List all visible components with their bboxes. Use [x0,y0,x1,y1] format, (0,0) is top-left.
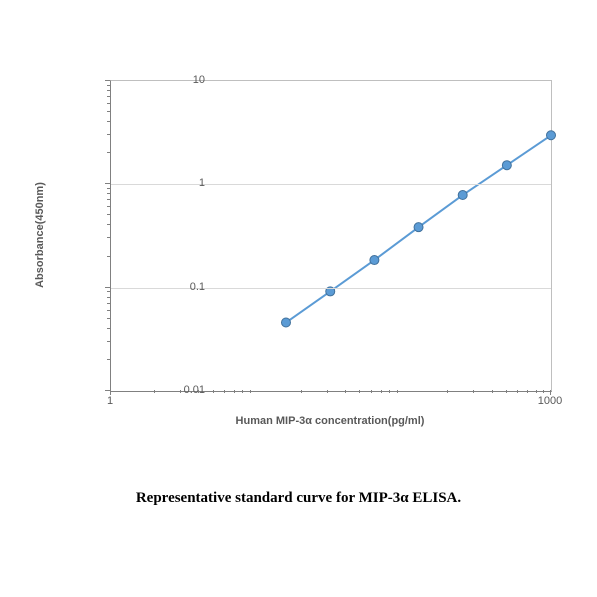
y-tick-label: 0.1 [110,281,205,293]
y-minor-tick [107,121,110,122]
y-minor-tick [107,103,110,104]
data-marker [414,223,423,232]
x-minor-tick [327,390,328,393]
y-minor-tick [107,291,110,292]
x-minor-tick [359,390,360,393]
x-minor-tick [527,390,528,393]
x-minor-tick [517,390,518,393]
x-minor-tick [473,390,474,393]
y-tick-mark [105,183,110,184]
y-minor-tick [107,297,110,298]
x-minor-tick [224,390,225,393]
x-minor-tick [180,390,181,393]
x-minor-tick [447,390,448,393]
y-minor-tick [107,224,110,225]
x-minor-tick [492,390,493,393]
y-minor-tick [107,199,110,200]
y-minor-tick [107,328,110,329]
x-tick-label: 1000 [525,395,575,407]
chart-container: Absorbance(450nm) Human MIP-3α concentra… [30,70,570,440]
x-minor-tick [389,390,390,393]
x-tick-mark [110,390,111,395]
data-marker [281,318,290,327]
y-minor-tick [107,96,110,97]
data-marker [547,131,556,140]
y-minor-tick [107,318,110,319]
x-minor-tick [543,390,544,393]
x-minor-tick [234,390,235,393]
x-minor-tick [242,390,243,393]
y-axis-label: Absorbance(450nm) [34,182,46,288]
x-minor-tick [301,390,302,393]
x-minor-tick [154,390,155,393]
x-minor-tick [397,390,398,393]
x-minor-tick [213,390,214,393]
y-minor-tick [107,310,110,311]
x-minor-tick [536,390,537,393]
x-minor-tick [198,390,199,393]
data-marker [502,161,511,170]
x-minor-tick [250,390,251,393]
y-minor-tick [107,193,110,194]
y-tick-mark [105,80,110,81]
y-minor-tick [107,214,110,215]
x-minor-tick [381,390,382,393]
y-minor-tick [107,341,110,342]
x-tick-label: 1 [85,395,135,407]
plot-area [110,80,552,392]
y-minor-tick [107,256,110,257]
y-minor-tick [107,237,110,238]
x-minor-tick [506,390,507,393]
y-minor-tick [107,359,110,360]
figure-caption: Representative standard curve for MIP-3α… [0,490,597,507]
x-minor-tick [371,390,372,393]
y-minor-tick [107,152,110,153]
y-tick-label: 10 [110,74,205,86]
data-marker [370,256,379,265]
y-minor-tick [107,303,110,304]
x-minor-tick [345,390,346,393]
y-minor-tick [107,206,110,207]
data-marker [458,191,467,200]
chart-svg [111,81,551,391]
y-minor-tick [107,90,110,91]
x-axis-label: Human MIP-3α concentration(pg/ml) [236,415,425,427]
y-minor-tick [107,188,110,189]
y-minor-tick [107,111,110,112]
y-minor-tick [107,85,110,86]
y-tick-mark [105,287,110,288]
x-tick-mark [550,390,551,395]
y-minor-tick [107,134,110,135]
y-tick-label: 1 [110,177,205,189]
